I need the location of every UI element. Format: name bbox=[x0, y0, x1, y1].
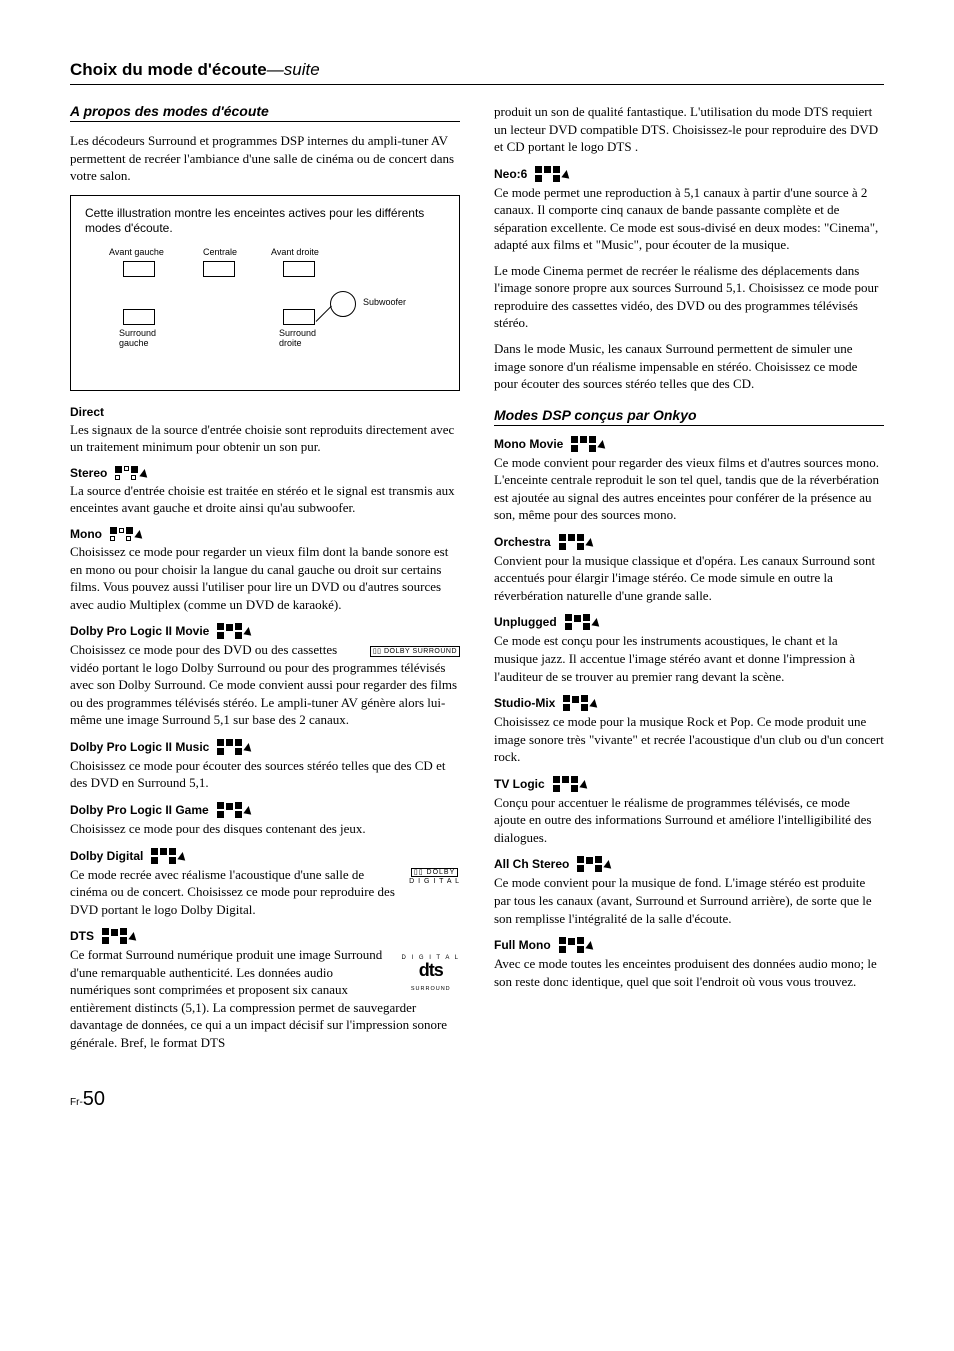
left-column: A propos des modes d'écoute Les décodeur… bbox=[70, 103, 460, 1060]
page-title: Choix du mode d'écoute—suite bbox=[70, 60, 884, 80]
section-heading-about-modes: A propos des modes d'écoute bbox=[70, 103, 460, 122]
speaker-glyph-studiomix-icon bbox=[563, 695, 598, 711]
page-number-value: 50 bbox=[83, 1088, 105, 1110]
mode-body-unplugged: Ce mode est conçu pour les instruments a… bbox=[494, 632, 884, 685]
mode-heading-pl2music: Dolby Pro Logic II Music bbox=[70, 739, 460, 755]
speaker-diagram-caption: Cette illustration montre les enceintes … bbox=[85, 206, 445, 237]
mode-body-allchstereo: Ce mode convient pour la musique de fond… bbox=[494, 874, 884, 927]
mode-title-pl2game: Dolby Pro Logic II Game bbox=[70, 803, 209, 817]
mode-heading-dts: DTS bbox=[70, 928, 460, 944]
speaker-glyph-stereo-icon bbox=[115, 466, 148, 480]
speaker-glyph-dts-icon bbox=[102, 928, 137, 944]
speaker-glyph-mono-icon bbox=[110, 527, 143, 541]
mode-body-studiomix: Choisissez ce mode pour la musique Rock … bbox=[494, 713, 884, 766]
mode-title-allchstereo: All Ch Stereo bbox=[494, 857, 569, 871]
mode-body-pl2movie: ▯▯ DOLBY SURROUND Choisissez ce mode pou… bbox=[70, 641, 460, 729]
mode-body-fullmono: Avec ce mode toutes les enceintes produi… bbox=[494, 955, 884, 990]
mode-heading-stereo: Stereo bbox=[70, 466, 460, 480]
mode-body-neo6-3: Dans le mode Music, les canaux Surround … bbox=[494, 340, 884, 393]
speaker-glyph-neo6-icon bbox=[535, 166, 570, 182]
label-center: Centrale bbox=[203, 247, 237, 257]
mode-body-direct: Les signaux de la source d'entrée choisi… bbox=[70, 421, 460, 456]
mode-title-orchestra: Orchestra bbox=[494, 535, 551, 549]
mode-title-studiomix: Studio-Mix bbox=[494, 696, 555, 710]
mode-title-monomovie: Mono Movie bbox=[494, 437, 563, 451]
speaker-glyph-pl2movie-icon bbox=[217, 623, 252, 639]
mode-body-tvlogic: Conçu pour accentuer le réalisme de prog… bbox=[494, 794, 884, 847]
mode-title-pl2movie: Dolby Pro Logic II Movie bbox=[70, 624, 209, 638]
mode-heading-unplugged: Unplugged bbox=[494, 614, 884, 630]
mode-heading-dolbydigital: Dolby Digital bbox=[70, 848, 460, 864]
speaker-glyph-pl2music-icon bbox=[217, 739, 252, 755]
mode-body-neo6-2: Le mode Cinema permet de recréer le réal… bbox=[494, 262, 884, 332]
mode-title-pl2music: Dolby Pro Logic II Music bbox=[70, 740, 209, 754]
title-main: Choix du mode d'écoute bbox=[70, 60, 267, 79]
mode-heading-tvlogic: TV Logic bbox=[494, 776, 884, 792]
speaker-diagram-box: Cette illustration montre les enceintes … bbox=[70, 195, 460, 391]
mode-title-dts: DTS bbox=[70, 929, 94, 943]
mode-heading-allchstereo: All Ch Stereo bbox=[494, 856, 884, 872]
page-number: Fr-50 bbox=[70, 1088, 884, 1111]
mode-title-fullmono: Full Mono bbox=[494, 938, 551, 952]
label-surr-left: Surroundgauche bbox=[119, 329, 156, 349]
mode-heading-fullmono: Full Mono bbox=[494, 937, 884, 953]
mode-body-stereo: La source d'entrée choisie est traitée e… bbox=[70, 482, 460, 517]
mode-title-tvlogic: TV Logic bbox=[494, 777, 545, 791]
rect-front-left bbox=[123, 261, 155, 277]
rect-center bbox=[203, 261, 235, 277]
page-number-prefix: Fr- bbox=[70, 1097, 83, 1108]
mode-heading-monomovie: Mono Movie bbox=[494, 436, 884, 452]
mode-body-neo6-1: Ce mode permet une reproduction à 5,1 ca… bbox=[494, 184, 884, 254]
dts-badge-icon: D I G I T A L dts SURROUND bbox=[402, 948, 460, 993]
rect-surr-right bbox=[283, 309, 315, 325]
intro-paragraph: Les décodeurs Surround et programmes DSP… bbox=[70, 132, 460, 185]
mode-heading-neo6: Neo:6 bbox=[494, 166, 884, 182]
circle-subwoofer bbox=[330, 291, 356, 317]
section-heading-dsp: Modes DSP conçus par Onkyo bbox=[494, 407, 884, 426]
label-front-left: Avant gauche bbox=[109, 247, 164, 257]
speaker-glyph-orchestra-icon bbox=[559, 534, 594, 550]
mode-title-mono: Mono bbox=[70, 527, 102, 541]
label-subwoofer: Subwoofer bbox=[363, 297, 406, 307]
mode-heading-direct: Direct bbox=[70, 405, 460, 419]
mode-body-monomovie: Ce mode convient pour regarder des vieux… bbox=[494, 454, 884, 524]
label-front-right: Avant droite bbox=[271, 247, 319, 257]
dolby-digital-badge-icon: ▯▯ DOLBY D I G I T A L bbox=[409, 868, 460, 886]
speaker-glyph-allchstereo-icon bbox=[577, 856, 612, 872]
mode-heading-pl2movie: Dolby Pro Logic II Movie bbox=[70, 623, 460, 639]
mode-title-stereo: Stereo bbox=[70, 466, 107, 480]
speaker-diagram: Avant gauche Centrale Avant droite Subwo… bbox=[85, 247, 445, 372]
speaker-glyph-monomovie-icon bbox=[571, 436, 606, 452]
mode-title-unplugged: Unplugged bbox=[494, 615, 557, 629]
speaker-glyph-unplugged-icon bbox=[565, 614, 600, 630]
mode-heading-mono: Mono bbox=[70, 527, 460, 541]
speaker-glyph-pl2game-icon bbox=[217, 802, 252, 818]
label-surr-right: Surrounddroite bbox=[279, 329, 316, 349]
right-column: produit un son de qualité fantastique. L… bbox=[494, 103, 884, 1060]
mode-body-mono: Choisissez ce mode pour regarder un vieu… bbox=[70, 543, 460, 613]
mode-body-pl2music: Choisissez ce mode pour écouter des sour… bbox=[70, 757, 460, 792]
mode-heading-studiomix: Studio-Mix bbox=[494, 695, 884, 711]
mode-heading-pl2game: Dolby Pro Logic II Game bbox=[70, 802, 460, 818]
dolby-surround-badge-icon: ▯▯ DOLBY SURROUND bbox=[370, 641, 460, 659]
mode-body-orchestra: Convient pour la musique classique et d'… bbox=[494, 552, 884, 605]
mode-body-dts: D I G I T A L dts SURROUND Ce format Sur… bbox=[70, 946, 460, 1051]
rect-front-right bbox=[283, 261, 315, 277]
page-header: Choix du mode d'écoute—suite bbox=[70, 60, 884, 85]
mode-title-direct: Direct bbox=[70, 405, 104, 419]
title-suite: —suite bbox=[267, 60, 320, 79]
rect-surr-left bbox=[123, 309, 155, 325]
mode-body-dolbydigital: ▯▯ DOLBY D I G I T A L Ce mode recrée av… bbox=[70, 866, 460, 919]
speaker-glyph-dd-icon bbox=[151, 848, 186, 864]
mode-body-pl2game: Choisissez ce mode pour des disques cont… bbox=[70, 820, 460, 838]
mode-title-dolbydigital: Dolby Digital bbox=[70, 849, 143, 863]
dts-continuation: produit un son de qualité fantastique. L… bbox=[494, 103, 884, 156]
speaker-glyph-fullmono-icon bbox=[559, 937, 594, 953]
speaker-glyph-tvlogic-icon bbox=[553, 776, 588, 792]
mode-heading-orchestra: Orchestra bbox=[494, 534, 884, 550]
subwoofer-line bbox=[316, 305, 332, 321]
two-column-layout: A propos des modes d'écoute Les décodeur… bbox=[70, 103, 884, 1060]
mode-title-neo6: Neo:6 bbox=[494, 167, 527, 181]
